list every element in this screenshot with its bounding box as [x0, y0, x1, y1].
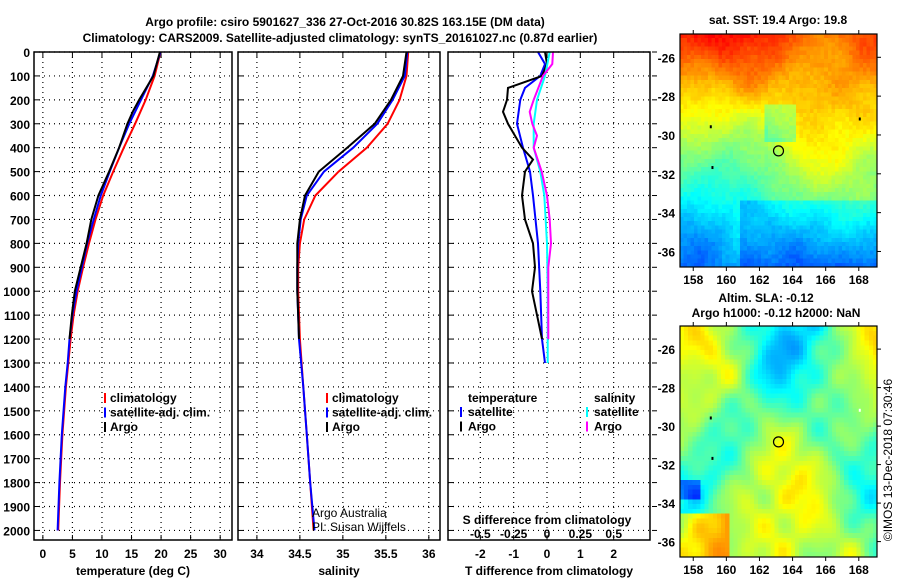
island	[859, 117, 861, 120]
lat-tick-label: -28	[658, 382, 676, 396]
lat-tick-label: -32	[658, 459, 676, 473]
lon-tick-label: 164	[783, 563, 803, 577]
argo-location-marker	[774, 146, 784, 156]
island	[711, 457, 713, 460]
island	[711, 166, 713, 169]
lat-tick-label: -30	[658, 129, 676, 143]
lon-tick-label: 158	[683, 273, 703, 287]
lat-tick-label: -34	[658, 207, 676, 221]
argo-location-marker	[774, 437, 784, 447]
map-sla_map: 158 160 162 164 166 168 -26 -28 -30 -32 -34 -36 Alti…	[658, 291, 881, 577]
lat-tick-label: -26	[658, 343, 676, 357]
lon-tick-label: 162	[749, 563, 769, 577]
lon-tick-label: 160	[716, 563, 736, 577]
island	[710, 416, 712, 419]
map-sst_map: 158 160 162 164 166 168 -26 -28 -30 -32 -34 -36 sat.…	[658, 13, 881, 287]
lat-tick-label: -28	[658, 90, 676, 104]
island	[710, 125, 712, 128]
lat-tick-label: -26	[658, 51, 676, 65]
lon-tick-label: 158	[683, 563, 703, 577]
lon-tick-label: 164	[783, 273, 803, 287]
lon-tick-label: 168	[849, 563, 869, 577]
map-frame	[680, 34, 877, 267]
map-subtitle: Argo h1000: -0.12 h2000: NaN	[692, 306, 861, 320]
map-frame	[680, 326, 877, 557]
lon-tick-label: 166	[816, 273, 836, 287]
lon-tick-label: 160	[716, 273, 736, 287]
lat-tick-label: -30	[658, 420, 676, 434]
lat-tick-label: -34	[658, 497, 676, 511]
island	[859, 409, 861, 412]
lon-tick-label: 166	[816, 563, 836, 577]
lat-tick-label: -36	[658, 245, 676, 259]
lat-tick-label: -32	[658, 168, 676, 182]
argo-profile-figure: Argo profile: csiro 5901627_336 27-Oct-2…	[0, 0, 900, 580]
lon-tick-label: 168	[849, 273, 869, 287]
map-title: Altim. SLA: -0.12	[718, 291, 814, 305]
map-overlay: 158 160 162 164 166 168 -26 -28 -30 -32 -34 -36 sat.…	[0, 0, 900, 580]
lat-tick-label: -36	[658, 536, 676, 550]
map-title: sat. SST: 19.4 Argo: 19.8	[709, 13, 848, 27]
lon-tick-label: 162	[749, 273, 769, 287]
